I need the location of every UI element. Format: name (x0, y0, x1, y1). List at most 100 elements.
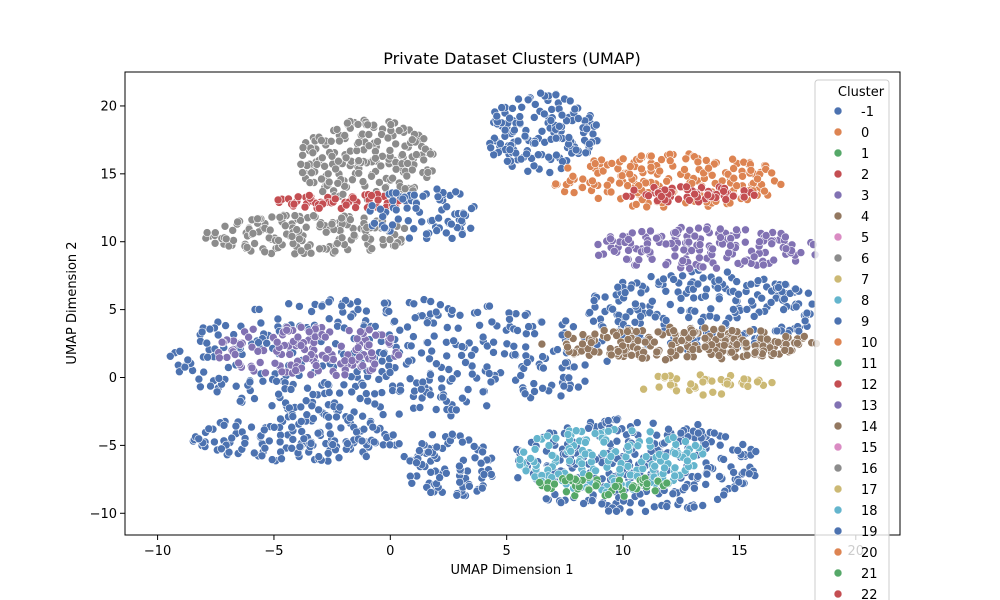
data-point (613, 347, 623, 356)
data-point (290, 211, 300, 220)
data-point (473, 308, 482, 317)
data-point (578, 183, 587, 192)
data-point (730, 484, 740, 493)
data-point (646, 151, 656, 161)
data-point (323, 379, 333, 389)
data-point (581, 148, 591, 158)
data-point (688, 328, 698, 338)
data-point (513, 473, 523, 483)
data-point (449, 336, 458, 346)
data-point (566, 446, 576, 456)
data-point (388, 220, 397, 230)
data-point (563, 430, 573, 439)
data-point (482, 401, 492, 411)
x-tick-label: 0 (386, 544, 394, 559)
legend-label: 5 (861, 231, 869, 246)
y-tick-label: 15 (100, 167, 117, 182)
data-point (467, 204, 476, 213)
data-point (436, 300, 445, 310)
data-point (709, 159, 719, 169)
data-point (332, 125, 342, 134)
data-point (405, 374, 415, 384)
data-point (685, 264, 694, 273)
data-point (375, 178, 384, 187)
data-point (738, 172, 747, 181)
data-point (693, 472, 703, 481)
data-point (385, 440, 395, 450)
data-point (661, 452, 670, 461)
data-point (324, 177, 334, 187)
data-point (390, 316, 399, 326)
data-point (633, 336, 643, 345)
data-point (682, 182, 691, 192)
data-point (299, 434, 309, 444)
data-point (584, 423, 593, 433)
data-point (352, 334, 362, 344)
data-point (194, 434, 203, 444)
data-point (698, 501, 708, 510)
data-point (546, 116, 556, 125)
data-point (326, 137, 336, 146)
data-point (557, 110, 567, 120)
data-point (363, 396, 373, 406)
data-point (333, 179, 343, 188)
data-point (769, 255, 779, 265)
legend-marker (833, 484, 843, 494)
data-point (394, 409, 404, 419)
data-point (323, 345, 333, 355)
data-point (409, 224, 419, 233)
data-point (578, 174, 588, 184)
data-point (627, 350, 636, 360)
data-point (657, 155, 666, 164)
data-point (706, 304, 716, 314)
data-point (625, 507, 635, 517)
data-point (362, 306, 371, 316)
data-point (267, 401, 277, 411)
data-point (689, 451, 699, 461)
data-point (514, 94, 523, 104)
data-point (665, 300, 675, 309)
y-tick-label: 5 (109, 303, 117, 318)
data-point (315, 244, 324, 254)
data-point (522, 149, 531, 159)
data-point (631, 200, 641, 209)
data-point (467, 369, 477, 379)
data-point (562, 116, 571, 125)
data-point (612, 436, 622, 446)
data-point (674, 194, 683, 204)
data-point (426, 390, 435, 400)
data-point (306, 439, 316, 448)
data-point (373, 195, 383, 205)
data-point (781, 332, 791, 341)
data-point (377, 356, 387, 366)
data-point (353, 305, 363, 314)
data-point (438, 392, 448, 402)
data-point (317, 136, 326, 145)
data-point (457, 230, 467, 239)
data-point (260, 443, 270, 453)
data-point (364, 130, 374, 139)
data-point (367, 201, 377, 210)
data-point (354, 156, 364, 165)
data-point (641, 452, 651, 461)
data-point (391, 188, 401, 198)
data-point (331, 164, 340, 174)
data-point (523, 95, 533, 105)
data-point (470, 453, 480, 463)
legend-box (814, 79, 890, 600)
data-point (719, 490, 729, 500)
data-point (714, 294, 724, 304)
data-point (637, 353, 647, 363)
data-point (705, 311, 715, 321)
legend-marker (833, 568, 843, 578)
data-point (681, 154, 691, 164)
data-point (628, 483, 637, 492)
data-point (661, 260, 671, 270)
data-point (530, 100, 540, 109)
legend-marker (833, 106, 843, 116)
data-point (701, 439, 710, 449)
data-point (373, 137, 382, 146)
data-point (734, 289, 743, 299)
data-point (541, 494, 551, 504)
legend-label: 21 (861, 567, 878, 582)
